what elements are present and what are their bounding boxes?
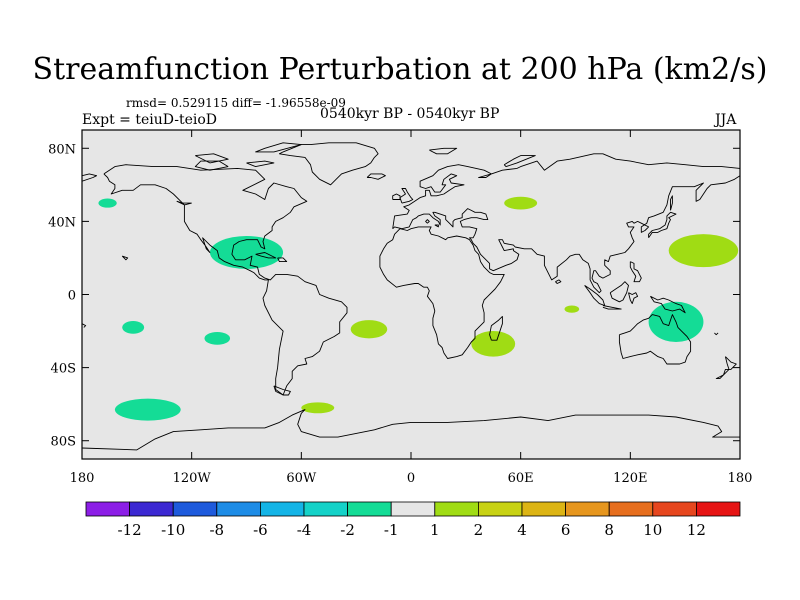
coastline-8: [278, 142, 379, 186]
colorbar-swatch: [216, 501, 261, 517]
coastline-34: [425, 219, 430, 224]
colorbar-swatch: [477, 501, 523, 517]
colorbar-label: -6: [253, 521, 268, 539]
colorbar-swatch: [434, 501, 479, 517]
coastline-19: [629, 261, 642, 283]
anomaly-region-2: [209, 236, 284, 269]
coastline-35: [434, 224, 439, 228]
x-tick-label: 60W: [286, 471, 317, 486]
colorbar: -12 -10 -8 -6 -4 -2 -1 1 2 4 6 8 10 12: [85, 501, 741, 539]
period-label: 0540kyr BP - 0540kyr BP: [320, 106, 500, 122]
colorbar-label: 12: [687, 521, 706, 539]
colorbar-swatch: [303, 501, 348, 517]
colorbar-swatch: [172, 501, 218, 517]
coastline-25: [195, 153, 229, 164]
y-tick-label: 40N: [48, 215, 76, 230]
anomaly-layer: [98, 196, 739, 421]
coastline-18: [650, 295, 686, 314]
anomaly-region-5: [114, 398, 181, 421]
y-tick-label: 80N: [48, 142, 76, 157]
anomaly-region-7: [504, 196, 538, 210]
colorbar-swatch: [652, 501, 697, 517]
coastline-7: [618, 314, 692, 365]
x-tick-label: 120W: [173, 471, 212, 486]
colorbar-swatch: [565, 501, 610, 517]
coastline-12: [366, 173, 386, 180]
colorbar-swatch: [85, 501, 130, 517]
coastline-5: [379, 226, 505, 359]
colorbar-swatch: [347, 501, 392, 517]
anomaly-region-9: [350, 320, 388, 339]
anomaly-region-12: [301, 402, 335, 414]
colorbar-label: -1: [384, 521, 399, 539]
coastline-36: [82, 323, 87, 328]
axis-ticks: 180 120W 60W 0 60E 120E 180 80N 40N 0 40S 80S: [48, 130, 752, 486]
anomaly-region-11: [564, 305, 580, 313]
colorbar-label: 1: [430, 521, 440, 539]
coastline-1: [103, 164, 348, 396]
coastline-24: [255, 142, 302, 153]
coastline-17: [628, 292, 639, 305]
coastline-28: [503, 155, 536, 168]
y-tick-label: 0: [68, 289, 76, 304]
anomaly-region-4: [204, 331, 231, 345]
anomaly-region-10: [471, 331, 516, 357]
stats-label: rmsd= 0.529115 diff= -1.96558e-09: [126, 96, 346, 110]
coastline-20: [715, 356, 737, 380]
colorbar-label: 8: [604, 521, 614, 539]
coastline-27: [429, 147, 458, 155]
anomaly-region-8: [668, 234, 739, 268]
colorbar-label: 10: [643, 521, 662, 539]
colorbar-swatch: [521, 501, 566, 517]
colorbar-label: -10: [161, 521, 185, 539]
coastline-30: [670, 195, 673, 211]
colorbar-swatch: [608, 501, 654, 517]
colorbar-label: 6: [561, 521, 571, 539]
coastline-4: [392, 175, 740, 294]
experiment-label: Expt = teiuD-teioD: [82, 112, 217, 128]
coastline-16: [609, 281, 629, 303]
colorbar-label: 2: [474, 521, 484, 539]
coastline-9: [82, 409, 740, 451]
coastline-23: [246, 160, 275, 168]
coastline-21: [255, 252, 277, 259]
chart-title: Streamfunction Perturbation at 200 hPa (…: [32, 52, 768, 87]
anomaly-region-1: [98, 198, 117, 208]
coastline-13: [648, 211, 677, 239]
coastline-10: [399, 188, 414, 204]
colorbar-label: -4: [297, 521, 312, 539]
colorbar-swatch: [390, 501, 436, 517]
coastline-22: [277, 257, 288, 263]
coastline-37: [714, 332, 719, 336]
y-tick-label: 80S: [51, 435, 76, 450]
coastline-layer: [82, 142, 740, 451]
coastline-3: [82, 173, 98, 182]
anomaly-region-3: [122, 321, 145, 334]
x-tick-label: 180: [70, 471, 95, 486]
coastline-26: [194, 160, 229, 171]
colorbar-swatch: [696, 501, 741, 517]
colorbar-swatch: [259, 501, 305, 517]
coastline-2: [392, 153, 740, 229]
y-tick-label: 40S: [51, 362, 76, 377]
coastline-11: [392, 193, 401, 200]
colorbar-label: -2: [340, 521, 355, 539]
colorbar-swatch: [129, 501, 174, 517]
coastline-31: [176, 200, 192, 206]
coastline-33: [273, 385, 291, 396]
colorbar-label: -8: [209, 521, 224, 539]
colorbar-label: -12: [118, 521, 142, 539]
x-tick-label: 120E: [613, 471, 647, 486]
x-tick-label: 0: [407, 471, 415, 486]
colorbar-label: 4: [517, 521, 527, 539]
season-label: JJA: [715, 112, 737, 128]
coastline-32: [121, 255, 129, 261]
coastline-15: [602, 305, 622, 310]
coastline-29: [555, 279, 562, 284]
x-tick-label: 60E: [508, 471, 534, 486]
x-tick-label: 180: [728, 471, 753, 486]
map-background: [82, 130, 740, 459]
coastline-6: [489, 315, 503, 341]
